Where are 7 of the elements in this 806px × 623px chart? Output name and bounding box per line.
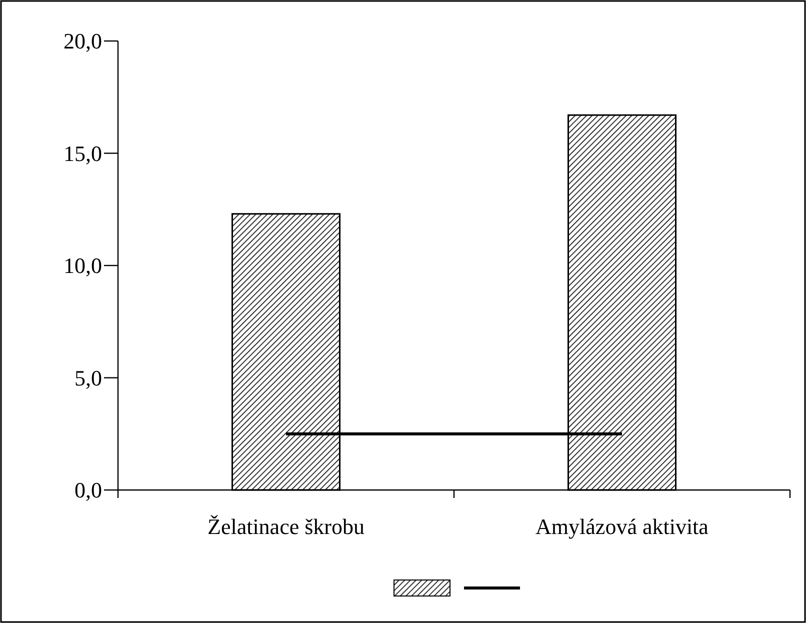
y-tick-label: 20,0 [64, 28, 102, 54]
y-tick-label: 15,0 [64, 140, 102, 166]
y-tick-label: 10,0 [64, 253, 102, 278]
x-tick-label: Želatinace škrobu [208, 514, 364, 539]
y-tick-label: 0,0 [74, 478, 102, 503]
x-tick-label: Amylázová aktivita [536, 514, 709, 539]
y-tick-label: 5,0 [74, 365, 102, 390]
